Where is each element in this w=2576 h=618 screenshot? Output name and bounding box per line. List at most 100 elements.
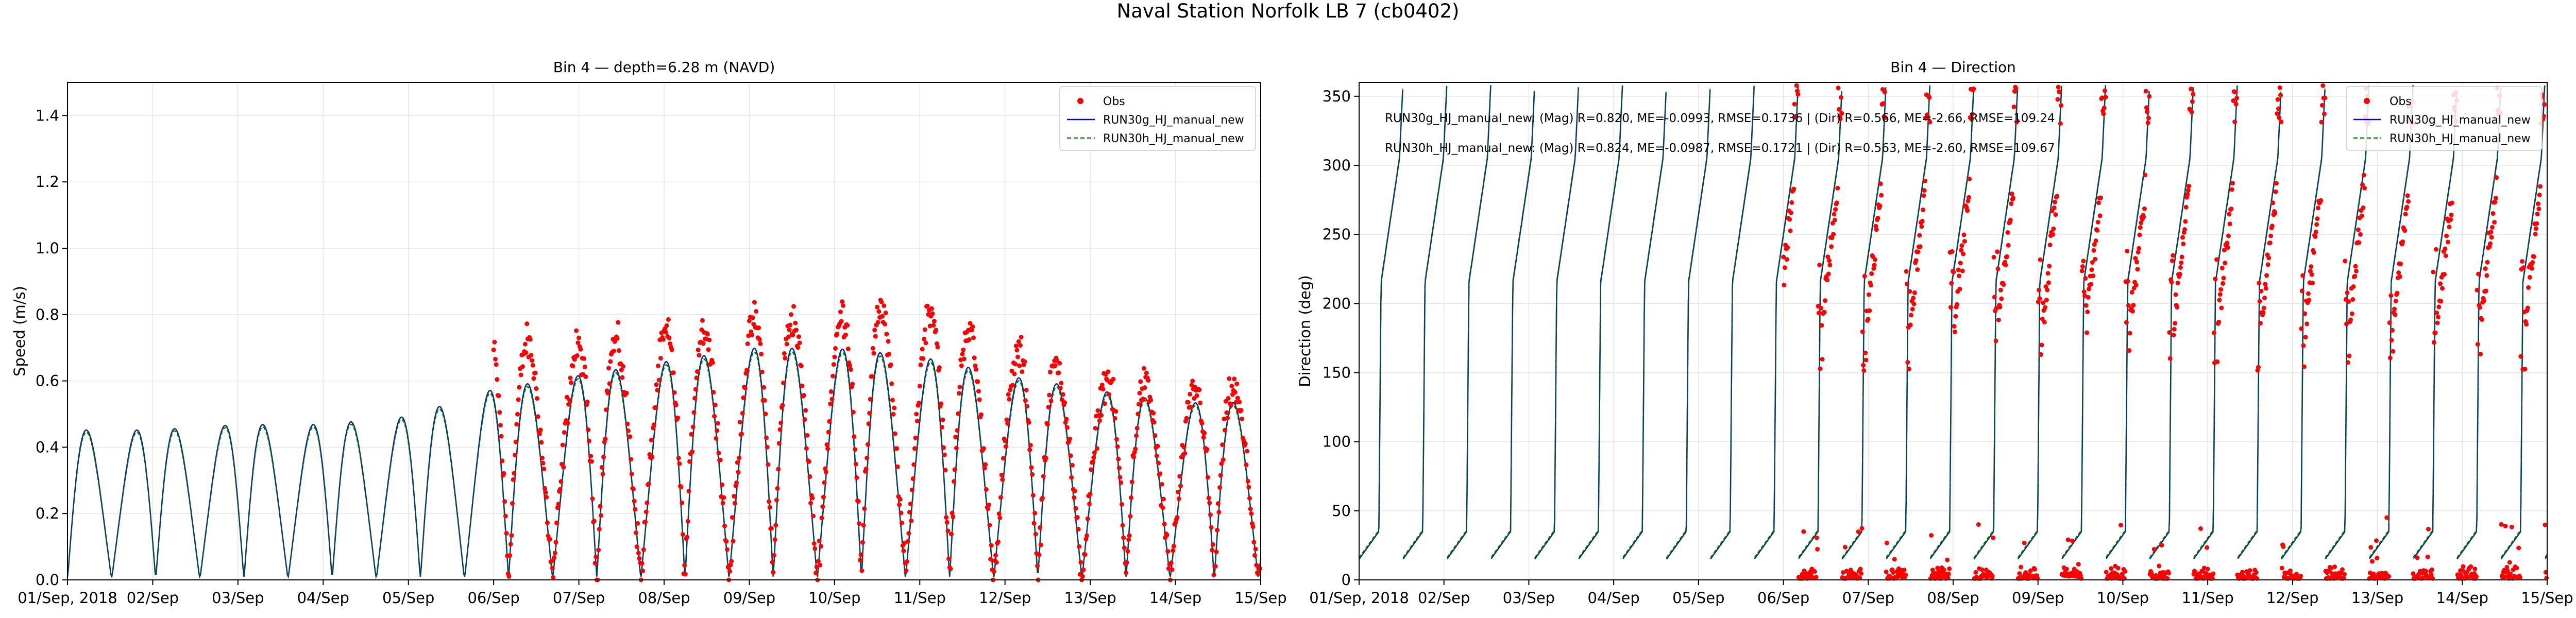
direction-obs-point bbox=[2047, 264, 2052, 269]
speed-obs-point bbox=[1138, 379, 1143, 384]
speed-obs-point bbox=[1038, 525, 1042, 530]
speed-obs-point bbox=[523, 350, 529, 355]
speed-obs-point bbox=[675, 415, 680, 420]
direction-obs-point bbox=[2303, 335, 2308, 340]
speed-obs-point bbox=[629, 471, 634, 476]
speed-obs-point bbox=[1035, 563, 1040, 569]
speed-obs-point bbox=[649, 438, 654, 442]
direction-obs-point bbox=[2384, 515, 2389, 520]
speed-obs-point bbox=[832, 354, 837, 359]
direction-obs-point bbox=[2475, 287, 2480, 293]
speed-obs-point bbox=[621, 364, 626, 369]
speed-obs-point bbox=[883, 311, 888, 315]
direction-obs-point bbox=[1907, 289, 1912, 294]
speed-obs-point bbox=[975, 379, 980, 384]
speed-obs-point bbox=[1111, 376, 1116, 382]
dir-ytick-label: 300 bbox=[1323, 157, 1351, 174]
speed-obs-point bbox=[941, 445, 946, 450]
speed-obs-point bbox=[506, 574, 512, 579]
direction-obs-point bbox=[2332, 564, 2337, 569]
direction-obs-point bbox=[1832, 217, 1837, 222]
direction-obs-point bbox=[1952, 324, 1957, 329]
speed-obs-point bbox=[713, 402, 718, 407]
speed-obs-point bbox=[954, 445, 959, 451]
speed-obs-point bbox=[821, 494, 826, 500]
direction-obs-point bbox=[1818, 366, 1823, 371]
speed-obs-point bbox=[582, 356, 586, 361]
speed-obs-point bbox=[1171, 548, 1176, 553]
speed-obs-point bbox=[944, 515, 949, 520]
direction-obs-point bbox=[2221, 276, 2226, 281]
direction-obs-point bbox=[2386, 574, 2392, 579]
direction-y-axis-label: Direction (deg) bbox=[1296, 275, 1314, 387]
speed-obs-point bbox=[989, 543, 994, 548]
direction-obs-point bbox=[2253, 570, 2259, 575]
speed-obs-point bbox=[858, 558, 862, 563]
speed-obs-point bbox=[820, 504, 825, 509]
direction-obs-point bbox=[2304, 321, 2310, 327]
direction-obs-point bbox=[2429, 572, 2434, 577]
speed-obs-point bbox=[1091, 455, 1096, 460]
direction-obs-point bbox=[2042, 319, 2047, 324]
speed-obs-point bbox=[689, 432, 694, 437]
speed-obs-point bbox=[1229, 384, 1234, 388]
speed-obs-point bbox=[859, 568, 865, 573]
speed-obs-point bbox=[943, 468, 948, 473]
speed-obs-point bbox=[1234, 381, 1240, 386]
speed-ytick-label: 1.0 bbox=[36, 239, 59, 257]
direction-obs-point bbox=[2391, 349, 2396, 354]
direction-obs-point bbox=[2173, 321, 2178, 326]
speed-obs-point bbox=[737, 455, 742, 460]
speed-obs-point bbox=[494, 362, 499, 367]
speed-obs-point bbox=[683, 572, 688, 577]
speed-obs-point bbox=[509, 533, 514, 538]
speed-obs-point bbox=[1126, 537, 1131, 542]
direction-obs-point bbox=[2125, 249, 2130, 253]
speed-legend-label: RUN30h_HJ_manual_new bbox=[1103, 132, 1244, 145]
dir-xtick-label: 02/Sep bbox=[1418, 589, 1470, 607]
direction-obs-point bbox=[2189, 87, 2194, 92]
direction-obs-point bbox=[2257, 299, 2262, 304]
speed-obs-point bbox=[773, 523, 778, 528]
direction-obs-point bbox=[2190, 99, 2195, 104]
speed-obs-point bbox=[831, 373, 835, 379]
speed-obs-point bbox=[1120, 523, 1125, 528]
speed-obs-point bbox=[603, 436, 608, 441]
speed-obs-point bbox=[1247, 496, 1252, 501]
direction-obs-point bbox=[2261, 310, 2266, 315]
speed-obs-point bbox=[818, 562, 823, 568]
speed-obs-point bbox=[540, 460, 546, 466]
speed-xtick-label: 07/Sep bbox=[553, 589, 605, 607]
speed-obs-point bbox=[1154, 453, 1159, 458]
direction-obs-point bbox=[2533, 231, 2538, 236]
speed-obs-point bbox=[929, 306, 934, 311]
direction-obs-point bbox=[2351, 284, 2356, 289]
dir-legend-label: RUN30g_HJ_manual_new bbox=[2389, 114, 2531, 127]
dir-xtick-label: 01/Sep, 2018 bbox=[1309, 589, 1409, 607]
speed-obs-point bbox=[925, 303, 930, 308]
direction-obs-point bbox=[1785, 245, 1790, 250]
direction-obs-point bbox=[2218, 287, 2224, 292]
direction-obs-point bbox=[1836, 107, 1841, 112]
direction-obs-point bbox=[2344, 321, 2349, 327]
speed-obs-point bbox=[997, 516, 1003, 520]
direction-obs-point bbox=[2205, 545, 2210, 550]
speed-obs-point bbox=[514, 422, 519, 427]
speed-obs-point bbox=[597, 526, 602, 531]
speed-obs-point bbox=[1206, 495, 1211, 501]
speed-obs-point bbox=[1129, 479, 1134, 485]
direction-obs-point bbox=[2167, 356, 2173, 361]
speed-obs-point bbox=[1116, 456, 1121, 461]
direction-obs-point bbox=[2084, 330, 2089, 335]
speed-obs-point bbox=[940, 417, 945, 422]
speed-obs-point bbox=[843, 332, 848, 337]
direction-obs-point bbox=[2398, 261, 2403, 266]
direction-obs-point bbox=[2516, 545, 2521, 551]
direction-obs-point bbox=[2133, 256, 2138, 261]
speed-obs-point bbox=[1031, 521, 1037, 526]
speed-obs-point bbox=[1030, 472, 1035, 477]
direction-obs-point bbox=[2340, 567, 2345, 572]
direction-obs-point bbox=[1815, 546, 1820, 552]
speed-obs-point bbox=[701, 341, 706, 346]
speed-obs-point bbox=[1188, 391, 1193, 397]
